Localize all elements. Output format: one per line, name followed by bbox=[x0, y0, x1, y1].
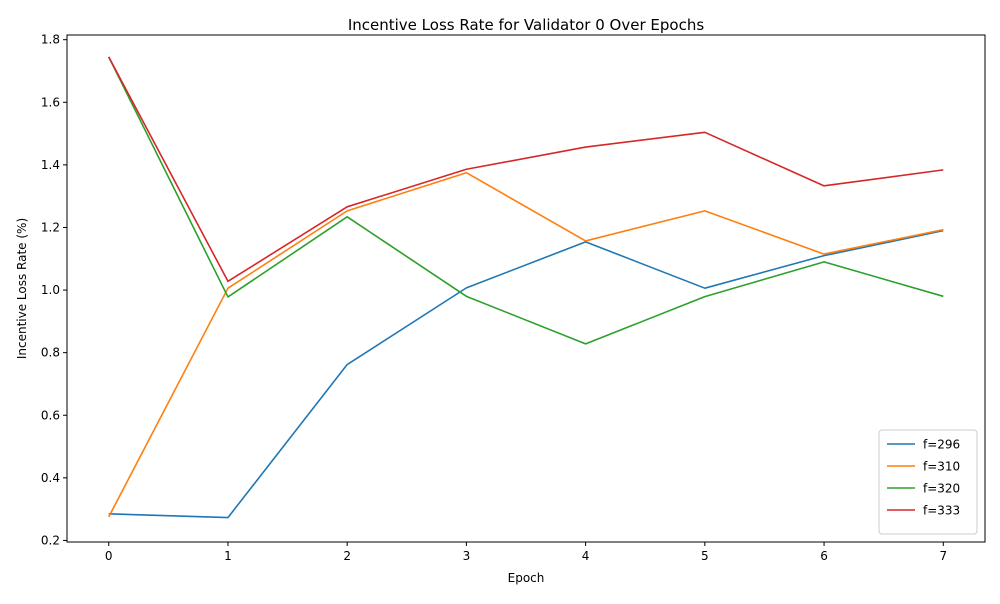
x-tick-label: 4 bbox=[582, 549, 590, 563]
series-line-f-310 bbox=[108, 171, 944, 518]
chart-title: Incentive Loss Rate for Validator 0 Over… bbox=[348, 16, 704, 34]
x-tick-label: 0 bbox=[105, 549, 113, 563]
y-axis-ticks: 0.2 0.4 0.6 0.8 1.0 1.2 1.4 1.6 1.8 bbox=[41, 33, 67, 547]
x-axis-label: Epoch bbox=[508, 571, 545, 585]
x-tick-label: 3 bbox=[463, 549, 471, 563]
x-tick-label: 5 bbox=[701, 549, 709, 563]
series-lines bbox=[108, 56, 944, 519]
y-tick-label: 0.4 bbox=[41, 471, 60, 485]
series-line-f-320 bbox=[108, 56, 944, 345]
y-tick-label: 0.2 bbox=[41, 533, 60, 547]
x-axis-ticks: 0 1 2 3 4 5 6 7 bbox=[105, 542, 947, 563]
legend-label: f=310 bbox=[923, 460, 960, 474]
x-tick-label: 1 bbox=[224, 549, 232, 563]
y-tick-label: 1.2 bbox=[41, 220, 60, 234]
y-tick-label: 1.6 bbox=[41, 95, 60, 109]
legend-label: f=320 bbox=[923, 482, 960, 496]
x-tick-label: 6 bbox=[820, 549, 828, 563]
y-axis-label: Incentive Loss Rate (%) bbox=[15, 218, 29, 359]
y-tick-label: 1.8 bbox=[41, 33, 60, 47]
legend-box bbox=[878, 429, 978, 535]
series-line-f-333 bbox=[108, 56, 944, 283]
x-tick-label: 2 bbox=[343, 549, 351, 563]
y-tick-label: 0.6 bbox=[41, 408, 60, 422]
legend-label: f=333 bbox=[923, 504, 960, 518]
series-line-f-296 bbox=[108, 229, 944, 519]
y-tick-label: 1.0 bbox=[41, 283, 60, 297]
y-tick-label: 0.8 bbox=[41, 346, 60, 360]
y-tick-label: 1.4 bbox=[41, 158, 60, 172]
x-tick-label: 7 bbox=[939, 549, 947, 563]
plot-frame bbox=[66, 34, 986, 543]
legend: f=296 f=310 f=320 f=333 bbox=[878, 429, 978, 535]
legend-label: f=296 bbox=[923, 438, 960, 452]
